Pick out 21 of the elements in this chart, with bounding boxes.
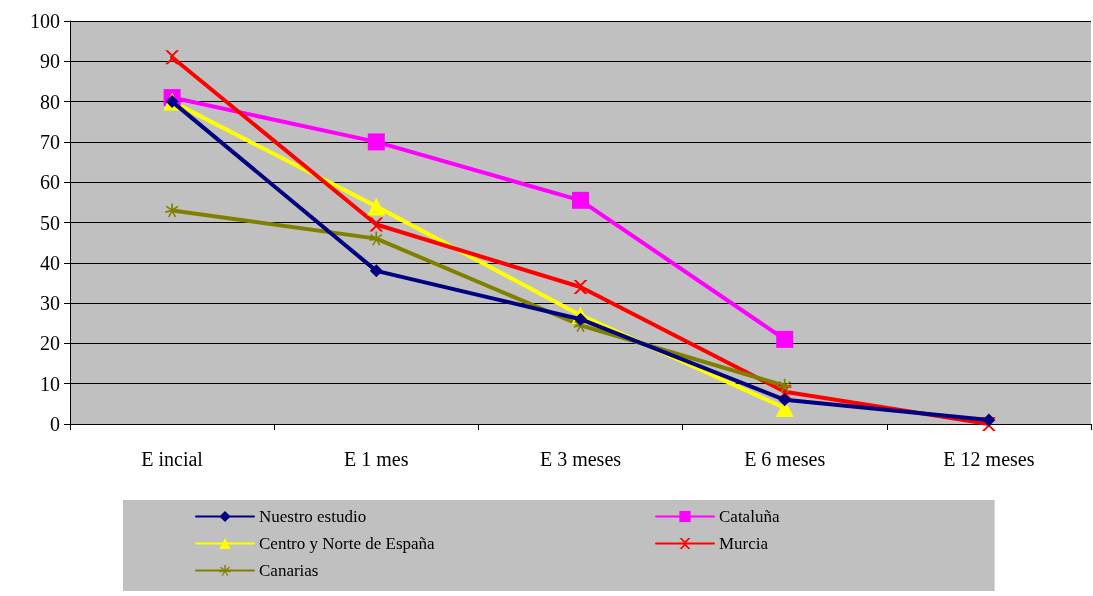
y-tick-label: 80	[40, 90, 60, 113]
x-tick-label: E incial	[141, 448, 204, 470]
y-tick-label: 0	[50, 413, 60, 435]
y-tick-label: 10	[40, 372, 60, 395]
y-tick-label: 100	[30, 10, 60, 32]
y-tick-label: 20	[40, 332, 60, 355]
legend-label: Centro y Norte de España	[259, 534, 436, 553]
x-tick-label: E 3 meses	[539, 448, 622, 470]
legend-label: Canarias	[259, 561, 319, 580]
legend-label: Murcia	[719, 534, 769, 553]
x-tick-label: E 12 meses	[943, 448, 1035, 470]
legend-label: Nuestro estudio	[259, 507, 367, 526]
x-tick-label: E 6 meses	[744, 448, 826, 470]
y-tick-label: 50	[40, 211, 60, 234]
y-tick-label: 40	[40, 251, 60, 274]
x-tick-label: E 1 mes	[344, 448, 409, 470]
y-tick-label: 70	[40, 130, 60, 153]
y-tick-label: 30	[40, 292, 60, 315]
legend-label: Cataluña	[719, 507, 780, 526]
y-tick-label: 90	[40, 50, 60, 73]
y-tick-label: 60	[40, 171, 60, 194]
